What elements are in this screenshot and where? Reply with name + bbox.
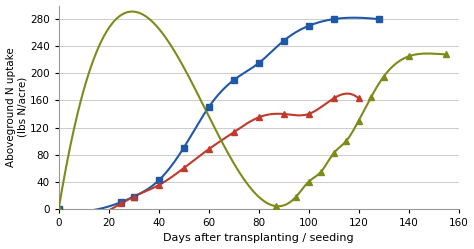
Y-axis label: Aboveground N uptake
(lbs N/acre): Aboveground N uptake (lbs N/acre)	[6, 47, 27, 167]
X-axis label: Days after transplanting / seeding: Days after transplanting / seeding	[164, 234, 354, 244]
